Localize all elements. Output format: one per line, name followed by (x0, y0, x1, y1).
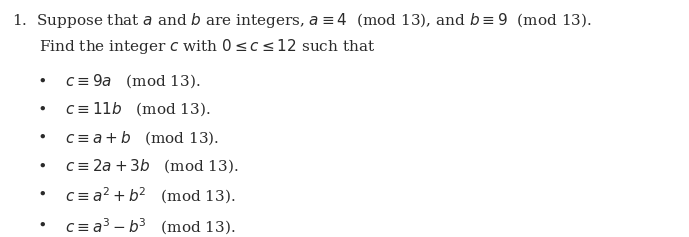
Text: $c \equiv 9a$   (mod 13).: $c \equiv 9a$ (mod 13). (65, 72, 201, 90)
Text: $c \equiv a^3-b^3$   (mod 13).: $c \equiv a^3-b^3$ (mod 13). (65, 217, 236, 237)
Text: $c \equiv a^2+b^2$   (mod 13).: $c \equiv a^2+b^2$ (mod 13). (65, 186, 236, 206)
Text: $c \equiv 11b$   (mod 13).: $c \equiv 11b$ (mod 13). (65, 101, 211, 118)
Text: $c \equiv a+b$   (mod 13).: $c \equiv a+b$ (mod 13). (65, 129, 220, 147)
Text: $\bullet$: $\bullet$ (37, 101, 45, 115)
Text: $\bullet$: $\bullet$ (37, 158, 45, 172)
Text: 1.  Suppose that $a$ and $b$ are integers, $a \equiv 4$  (mod 13), and $b \equiv: 1. Suppose that $a$ and $b$ are integers… (12, 11, 593, 30)
Text: $\bullet$: $\bullet$ (37, 217, 45, 231)
Text: $\bullet$: $\bullet$ (37, 129, 45, 143)
Text: $\bullet$: $\bullet$ (37, 186, 45, 200)
Text: $\bullet$: $\bullet$ (37, 72, 45, 86)
Text: $c \equiv 2a+3b$   (mod 13).: $c \equiv 2a+3b$ (mod 13). (65, 158, 239, 175)
Text: Find the integer $c$ with $0 \leq c \leq 12$ such that: Find the integer $c$ with $0 \leq c \leq… (39, 37, 376, 56)
